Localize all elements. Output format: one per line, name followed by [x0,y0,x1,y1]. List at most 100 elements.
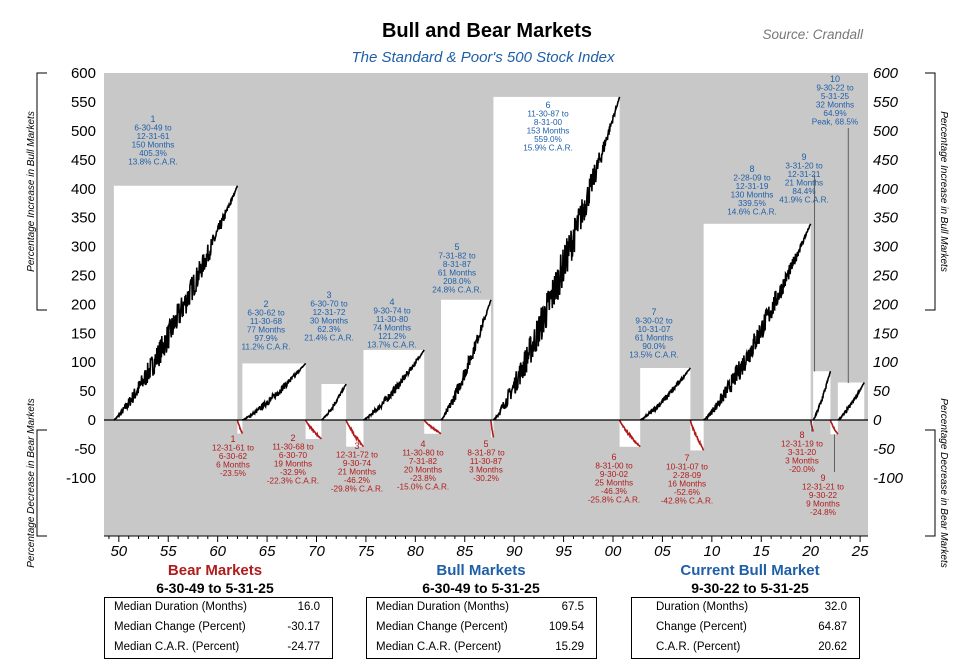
bear-label-text: 5 [483,439,488,449]
bull-market-line [492,96,621,421]
bear-market-line [236,419,244,434]
row-value: 67.5 [561,601,584,613]
row-value: -24.77 [287,641,320,653]
bull-label-text: 21 Months [785,179,823,188]
table-row: Median C.A.R. (Percent) -24.77 [105,638,332,658]
x-tick-label: 85 [456,543,473,560]
bull-label-text: 130 Months [731,191,774,200]
bear-label-text: 1 [230,434,235,444]
y-tick-label-left: 400 [71,181,96,198]
right-axis-label-top: Percentage Increase in Bull Markets [938,111,949,272]
bull-label-text: 14.6% C.A.R. [727,208,777,217]
bull-label-text: 61 Months [635,334,673,343]
bull-market-2 [242,362,307,421]
bull-label-text: 6-30-70 to [310,300,348,309]
bear-label-text: 11-30-80 to [402,449,444,458]
chart-title: Bull and Bear Markets [382,20,592,42]
bull-market-box [363,349,425,420]
bear-label-text: 12-31-21 to [802,483,844,492]
y-tick-label-left: 300 [71,239,96,256]
y-tick-label-right: 400 [873,181,899,198]
bull-label-text: 12-31-61 [137,132,170,141]
bear-label-text: 12-31-19 to [781,440,823,449]
table-row: Change (Percent) 64.87 [632,618,859,638]
bear-label-text: 12-31-61 to [212,444,254,453]
bear-label-text: -22.3% C.A.R. [267,477,319,486]
bull-label-text: 12-31-72 [313,308,346,317]
x-tick-label: 05 [654,543,671,560]
summary-table-bear: Median Duration (Months) 16.0 Median Chan… [104,597,333,659]
row-label: Median Change (Percent) [376,621,508,633]
bear-label-text: 6-30-62 [219,452,248,461]
x-tick-label: 65 [259,543,276,560]
x-tick-label: 25 [851,543,869,560]
x-tick-label: 75 [358,543,375,560]
chart-source: Source: Crandall [762,27,864,42]
bear-label-text: 11-30-68 to [272,443,314,452]
bear-label-text: 9-30-02 [600,470,629,479]
x-tick-label: 60 [209,543,226,560]
bull-label-text: 10 [830,74,840,84]
bear-label-text: 8-31-00 to [595,462,633,471]
bear-label-text: 3-31-20 [788,448,817,457]
bear-market-4 [423,419,442,435]
bull-label-text: 9 [801,152,806,162]
x-tick-label: 90 [506,543,523,560]
x-tick-label: 95 [555,543,572,560]
bear-label-text: 21 Months [338,468,376,477]
row-label: Median Duration (Months) [376,601,509,613]
bull-label-text: 5-31-25 [821,92,850,101]
left-axis-label-bottom: Percentage Decrease in Bear Markets [26,398,37,568]
bear-market-3 [345,419,365,448]
y-tick-label-right: 250 [872,268,899,285]
left-axis-label-top-bracket [36,72,47,311]
summary-period-bear: 6-30-49 to 5-31-25 [156,580,274,596]
bull-label-text: 6-30-49 to [134,124,172,133]
y-tick-label-left: 600 [71,65,96,82]
summary-period-current: 9-30-22 to 5-31-25 [691,580,809,596]
bull-label-text: 208.0% [443,277,471,286]
y-tick-label-left: 450 [71,152,96,169]
bear-label-text: 16 Months [668,480,706,489]
bear-market-7 [689,419,705,451]
y-tick-label-left: 50 [79,383,96,400]
y-tick-label-right: 450 [873,152,899,169]
bull-label-text: 10-31-07 [638,325,671,334]
table-row: Median C.A.R. (Percent) 15.29 [367,638,596,658]
bull-label-text: 9-30-22 to [816,84,854,93]
y-tick-label-right: 200 [872,296,899,313]
left-axis-label-top: Percentage Increase in Bull Markets [26,111,37,272]
x-tick-label: 00 [605,543,622,560]
y-tick-label-right: 500 [873,123,899,140]
bear-label-text: 8 [799,430,804,440]
row-value: 16.0 [297,601,320,613]
x-tick-label: 10 [703,543,720,560]
bull-label-text: 2-28-09 to [733,174,771,183]
bear-label-text: 2 [290,433,295,443]
y-tick-label-left: 200 [71,296,96,313]
y-tick-label-left: 150 [71,325,96,342]
bear-label-text: 7-31-82 [409,457,438,466]
bull-label-text: 74 Months [373,324,411,333]
bear-market-5 [490,419,495,438]
y-tick-label-right: 100 [873,354,899,371]
bull-market-4 [363,349,425,421]
bull-label-text: 21.4% C.A.R. [304,334,354,343]
bull-label-text: 64.9% [823,109,846,118]
bull-label-text: 61 Months [438,269,476,278]
bull-label-text: 150 Months [132,141,175,150]
bull-label-text: 339.5% [738,199,766,208]
x-tick-label: 80 [407,543,424,560]
bear-label-text: 7 [684,453,689,463]
bear-label-text: 3 Months [785,457,819,466]
y-tick-label-left: 100 [71,354,96,371]
bear-label-text: -23.8% [410,474,436,483]
bear-label-text: 3 [354,441,359,451]
bull-label-text: Peak, 68.5% [812,118,858,127]
summary-period-bull: 6-30-49 to 5-31-25 [422,580,540,596]
row-value: 15.29 [555,641,584,653]
bull-label-text: 5 [454,242,459,252]
table-row: Median Duration (Months) 16.0 [105,598,332,618]
